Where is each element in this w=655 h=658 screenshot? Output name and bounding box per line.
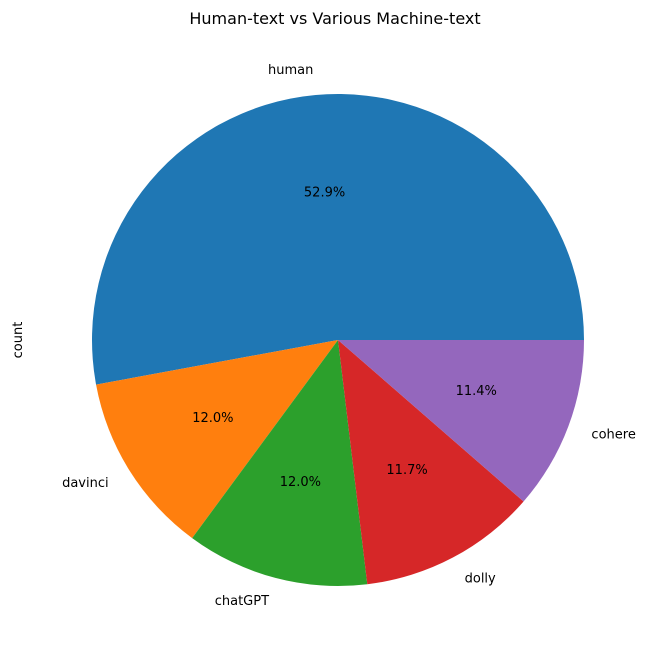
pie-slice-chatgpt [192,340,368,587]
pct-label-human: 52.9% [304,186,345,201]
slice-label-davinci: davinci [62,476,109,491]
slice-label-cohere: cohere [591,427,635,442]
pie-slice-davinci [96,340,338,539]
pie-slice-dolly [338,340,524,585]
pie-slices [91,94,585,587]
pct-label-davinci: 12.0% [192,411,233,426]
pie-slice-human [91,94,585,385]
pct-label-cohere: 11.4% [456,384,497,399]
chart-title: Human-text vs Various Machine-text [189,9,480,28]
pie-slice-cohere [338,340,584,502]
y-axis-label: count [11,322,26,359]
slice-label-human: human [268,63,313,78]
pct-label-chatgpt: 12.0% [280,475,321,490]
slice-label-chatgpt: chatGPT [215,594,269,609]
slice-label-dolly: dolly [465,572,496,587]
pct-label-dolly: 11.7% [386,463,427,478]
pie-labels: human 52.9% davinci 12.0% chatGPT 12.0% dolly 1… [62,63,636,609]
